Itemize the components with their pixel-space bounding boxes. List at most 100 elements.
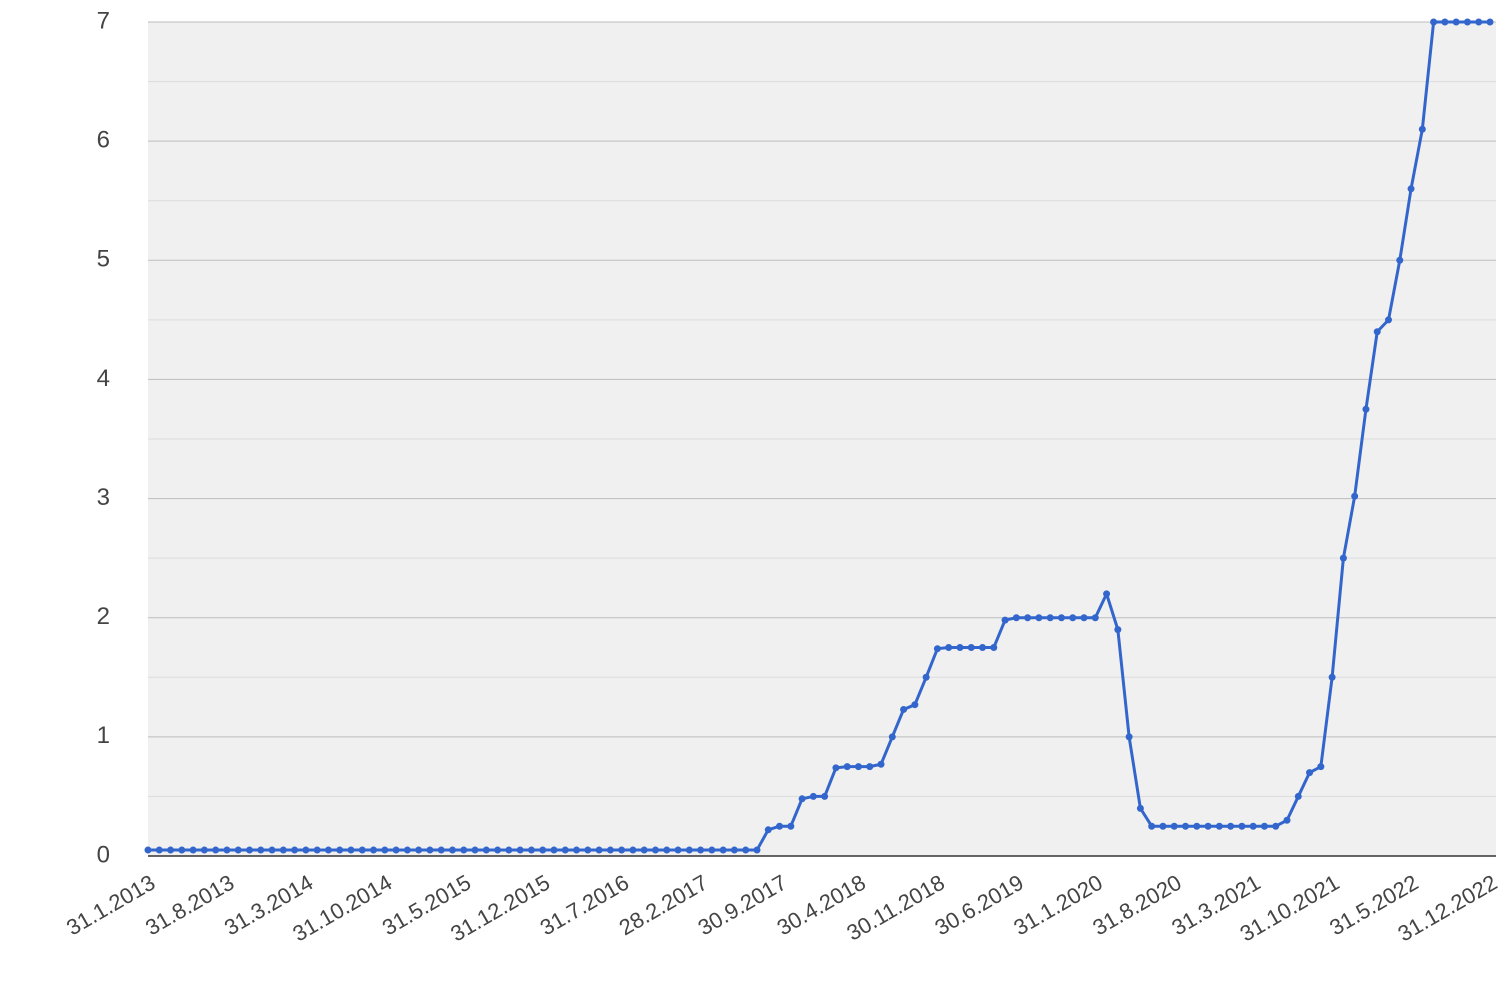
point xyxy=(268,846,276,854)
x-tick-label: 30.6.2019 xyxy=(930,870,1027,941)
x-tick-label: 31.7.2016 xyxy=(536,870,633,941)
point xyxy=(1012,614,1020,622)
point xyxy=(809,792,817,800)
point xyxy=(279,846,287,854)
point xyxy=(1430,18,1438,26)
point xyxy=(437,846,445,854)
point xyxy=(1441,18,1449,26)
point xyxy=(505,846,513,854)
point xyxy=(618,846,626,854)
point xyxy=(1001,616,1009,624)
point xyxy=(584,846,592,854)
point xyxy=(573,846,581,854)
point xyxy=(1069,614,1077,622)
point xyxy=(1046,614,1054,622)
point xyxy=(1238,822,1246,830)
point xyxy=(685,846,693,854)
point xyxy=(189,846,197,854)
point xyxy=(933,645,941,653)
point xyxy=(1148,822,1156,830)
point xyxy=(730,846,738,854)
y-tick-label: 4 xyxy=(97,365,110,392)
point xyxy=(776,822,784,830)
point xyxy=(1057,614,1065,622)
point xyxy=(1260,822,1268,830)
point xyxy=(1227,822,1235,830)
point xyxy=(539,846,547,854)
point xyxy=(223,846,231,854)
point xyxy=(1103,590,1111,598)
point xyxy=(697,846,705,854)
y-tick-label: 1 xyxy=(97,722,110,749)
point xyxy=(1024,614,1032,622)
point xyxy=(1463,18,1471,26)
y-tick-label: 6 xyxy=(97,126,110,153)
point xyxy=(1170,822,1178,830)
point xyxy=(167,846,175,854)
point xyxy=(561,846,569,854)
y-tick-label: 3 xyxy=(97,484,110,511)
point xyxy=(1204,822,1212,830)
point xyxy=(787,822,795,830)
x-tick-label: 31.8.2020 xyxy=(1088,870,1185,941)
y-tick-label: 7 xyxy=(97,7,110,34)
point xyxy=(956,644,964,651)
point xyxy=(370,846,378,854)
point xyxy=(482,846,490,854)
point xyxy=(1351,492,1359,500)
point xyxy=(1385,316,1393,324)
point xyxy=(1193,822,1201,830)
point xyxy=(1362,405,1370,413)
point xyxy=(674,846,682,854)
point xyxy=(1407,185,1415,193)
point xyxy=(708,846,716,854)
point xyxy=(245,846,253,854)
point xyxy=(1125,733,1133,741)
point xyxy=(1035,614,1043,622)
point xyxy=(234,846,242,854)
point xyxy=(324,846,332,854)
point xyxy=(494,846,502,854)
point xyxy=(866,763,874,771)
point xyxy=(1396,256,1404,264)
point xyxy=(606,846,614,854)
point xyxy=(967,644,975,651)
point xyxy=(798,795,806,803)
point xyxy=(911,701,919,709)
point xyxy=(1272,822,1280,830)
point xyxy=(945,644,953,651)
point xyxy=(877,760,885,768)
point xyxy=(358,846,366,854)
y-tick-label: 2 xyxy=(97,603,110,630)
point xyxy=(1159,822,1167,830)
point xyxy=(1486,18,1494,26)
point xyxy=(313,846,321,854)
point xyxy=(595,846,603,854)
point xyxy=(888,733,896,741)
point xyxy=(1452,18,1460,26)
point xyxy=(550,846,558,854)
point xyxy=(651,846,659,854)
point xyxy=(212,846,220,854)
point xyxy=(178,846,186,854)
point xyxy=(663,846,671,854)
point xyxy=(742,846,750,854)
point xyxy=(415,846,423,854)
point xyxy=(1294,792,1302,800)
point xyxy=(1114,626,1122,634)
point xyxy=(403,846,411,854)
point xyxy=(1215,822,1223,830)
point xyxy=(1475,18,1483,26)
point xyxy=(155,846,163,854)
point xyxy=(1091,614,1099,622)
x-tick-label: 28.2.2017 xyxy=(615,870,712,941)
point xyxy=(1373,328,1381,336)
point xyxy=(990,644,998,651)
x-tick-label: 30.9.2017 xyxy=(694,870,791,941)
x-tick-label: 31.1.2013 xyxy=(62,870,159,941)
point xyxy=(922,673,930,681)
point xyxy=(381,846,389,854)
point xyxy=(832,764,840,772)
x-tick-label: 31.1.2020 xyxy=(1009,870,1106,941)
